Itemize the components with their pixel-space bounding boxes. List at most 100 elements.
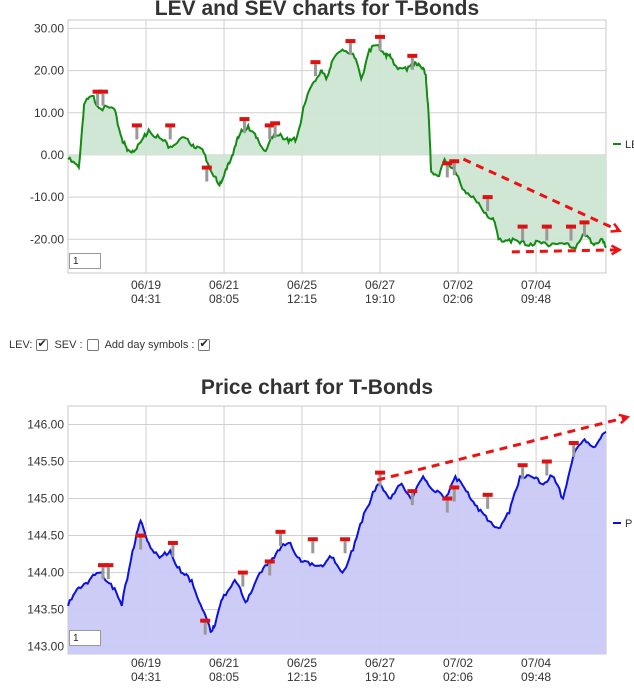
price-xtick-time: 19:10 bbox=[365, 670, 395, 684]
price-marker-cap bbox=[568, 441, 579, 446]
day-symbols-label: Add day symbols : bbox=[104, 339, 195, 351]
price-trend-arrowhead bbox=[618, 413, 631, 425]
lev-marker-cap bbox=[270, 121, 281, 126]
chart-options: LEV: SEV : Add day symbols : bbox=[9, 337, 214, 351]
price-xtick-time: 09:48 bbox=[521, 670, 551, 684]
lev-marker-stem bbox=[378, 38, 382, 51]
lev-marker-cap bbox=[449, 159, 460, 164]
lev-marker-cap bbox=[97, 89, 108, 94]
price-marker-cap bbox=[482, 492, 493, 497]
price-marker-stem bbox=[521, 467, 525, 480]
lev-xtick-date: 06/25 bbox=[287, 278, 317, 292]
lev-xtick-time: 04:31 bbox=[131, 292, 161, 306]
lev-xtick-time: 12:15 bbox=[287, 292, 317, 306]
lev-marker-stem bbox=[273, 125, 277, 138]
sev-checkbox[interactable] bbox=[86, 339, 99, 351]
lev-trend-arrowhead bbox=[610, 222, 622, 233]
price-xtick-time: 02:06 bbox=[443, 670, 473, 684]
lev-marker-cap bbox=[482, 195, 493, 200]
price-marker-cap bbox=[442, 496, 453, 501]
price-marker-cap bbox=[103, 563, 114, 568]
lev-xtick-date: 06/21 bbox=[209, 278, 239, 292]
price-xtick-time: 12:15 bbox=[287, 670, 317, 684]
lev-marker-stem bbox=[96, 93, 100, 106]
price-ytick-label: 143.50 bbox=[27, 603, 64, 617]
lev-trend-arrowhead bbox=[610, 244, 623, 256]
price-marker-cap bbox=[264, 559, 275, 564]
lev-marker-stem bbox=[242, 121, 246, 134]
price-xtick-date: 07/02 bbox=[443, 656, 473, 670]
price-marker-cap bbox=[97, 563, 108, 568]
price-series-line bbox=[67, 431, 607, 634]
lev-marker-cap bbox=[201, 165, 212, 170]
lev-ytick-label: 20.00 bbox=[34, 64, 64, 78]
lev-xtick-date: 06/27 bbox=[365, 278, 395, 292]
price-marker-cap bbox=[449, 485, 460, 490]
price-marker-cap bbox=[135, 533, 146, 538]
lev-marker-stem bbox=[582, 224, 586, 237]
lev-marker-stem bbox=[521, 228, 525, 241]
lev-marker-cap bbox=[310, 60, 321, 65]
price-zoom-input[interactable]: 1 bbox=[69, 630, 101, 646]
price-xtick-date: 06/21 bbox=[209, 656, 239, 670]
lev-xtick-time: 02:06 bbox=[443, 292, 473, 306]
price-series-area bbox=[68, 431, 606, 654]
lev-marker-cap bbox=[345, 39, 356, 44]
price-marker-stem bbox=[139, 537, 143, 550]
price-xtick-date: 06/27 bbox=[365, 656, 395, 670]
price-marker-cap bbox=[237, 570, 248, 575]
price-marker-cap bbox=[541, 459, 552, 464]
price-marker-cap bbox=[200, 618, 211, 623]
lev-marker-stem bbox=[445, 165, 449, 178]
lev-zoom-input[interactable]: 1 bbox=[69, 253, 101, 269]
lev-legend-label: LEV bbox=[625, 139, 634, 151]
price-marker-stem bbox=[106, 567, 110, 580]
lev-marker-cap bbox=[375, 34, 386, 39]
lev-marker-stem bbox=[569, 228, 573, 241]
lev-marker-stem bbox=[545, 228, 549, 241]
price-marker-cap bbox=[307, 537, 318, 542]
price-ytick-label: 145.00 bbox=[27, 492, 64, 506]
lev-ytick-label: 0.00 bbox=[41, 148, 65, 162]
price-marker-cap bbox=[340, 537, 351, 542]
lev-checkbox[interactable] bbox=[36, 337, 49, 351]
lev-xtick-time: 08:05 bbox=[209, 292, 239, 306]
lev-marker-cap bbox=[407, 53, 418, 58]
lev-marker-stem bbox=[348, 43, 352, 56]
price-marker-stem bbox=[279, 533, 283, 546]
price-legend-label: P bbox=[625, 518, 632, 530]
price-marker-stem bbox=[445, 500, 449, 513]
lev-ytick-label: 10.00 bbox=[34, 106, 64, 120]
price-marker-stem bbox=[545, 463, 549, 476]
price-marker-stem bbox=[203, 622, 207, 635]
lev-marker-stem bbox=[168, 127, 172, 140]
price-xtick-time: 04:31 bbox=[131, 670, 161, 684]
price-marker-cap bbox=[517, 463, 528, 468]
price-marker-stem bbox=[241, 574, 245, 587]
sev-label: SEV : bbox=[54, 339, 83, 351]
price-ytick-label: 146.00 bbox=[27, 418, 64, 432]
lev-marker-stem bbox=[313, 64, 317, 77]
price-trend-line bbox=[376, 415, 628, 482]
price-xtick-date: 06/19 bbox=[131, 656, 161, 670]
lev-marker-stem bbox=[205, 169, 209, 182]
lev-xtick-time: 19:10 bbox=[365, 292, 395, 306]
lev-ytick-label: -10.00 bbox=[30, 190, 64, 204]
lev-marker-stem bbox=[268, 127, 272, 140]
lev-xtick-date: 06/19 bbox=[131, 278, 161, 292]
lev-marker-stem bbox=[486, 199, 490, 212]
day-symbols-checkbox[interactable] bbox=[198, 337, 211, 351]
lev-marker-stem bbox=[101, 93, 105, 106]
price-marker-stem bbox=[101, 567, 105, 580]
lev-marker-cap bbox=[517, 224, 528, 229]
price-marker-cap bbox=[375, 470, 386, 475]
lev-marker-stem bbox=[135, 127, 139, 140]
price-chart-title: Price chart for T-Bonds bbox=[200, 376, 434, 399]
lev-series-area bbox=[68, 45, 606, 249]
price-marker-cap bbox=[407, 489, 418, 494]
price-marker-stem bbox=[268, 563, 272, 576]
lev-marker-stem bbox=[452, 163, 456, 176]
lev-marker-cap bbox=[92, 89, 103, 94]
lev-marker-cap bbox=[541, 224, 552, 229]
price-marker-stem bbox=[343, 541, 347, 554]
